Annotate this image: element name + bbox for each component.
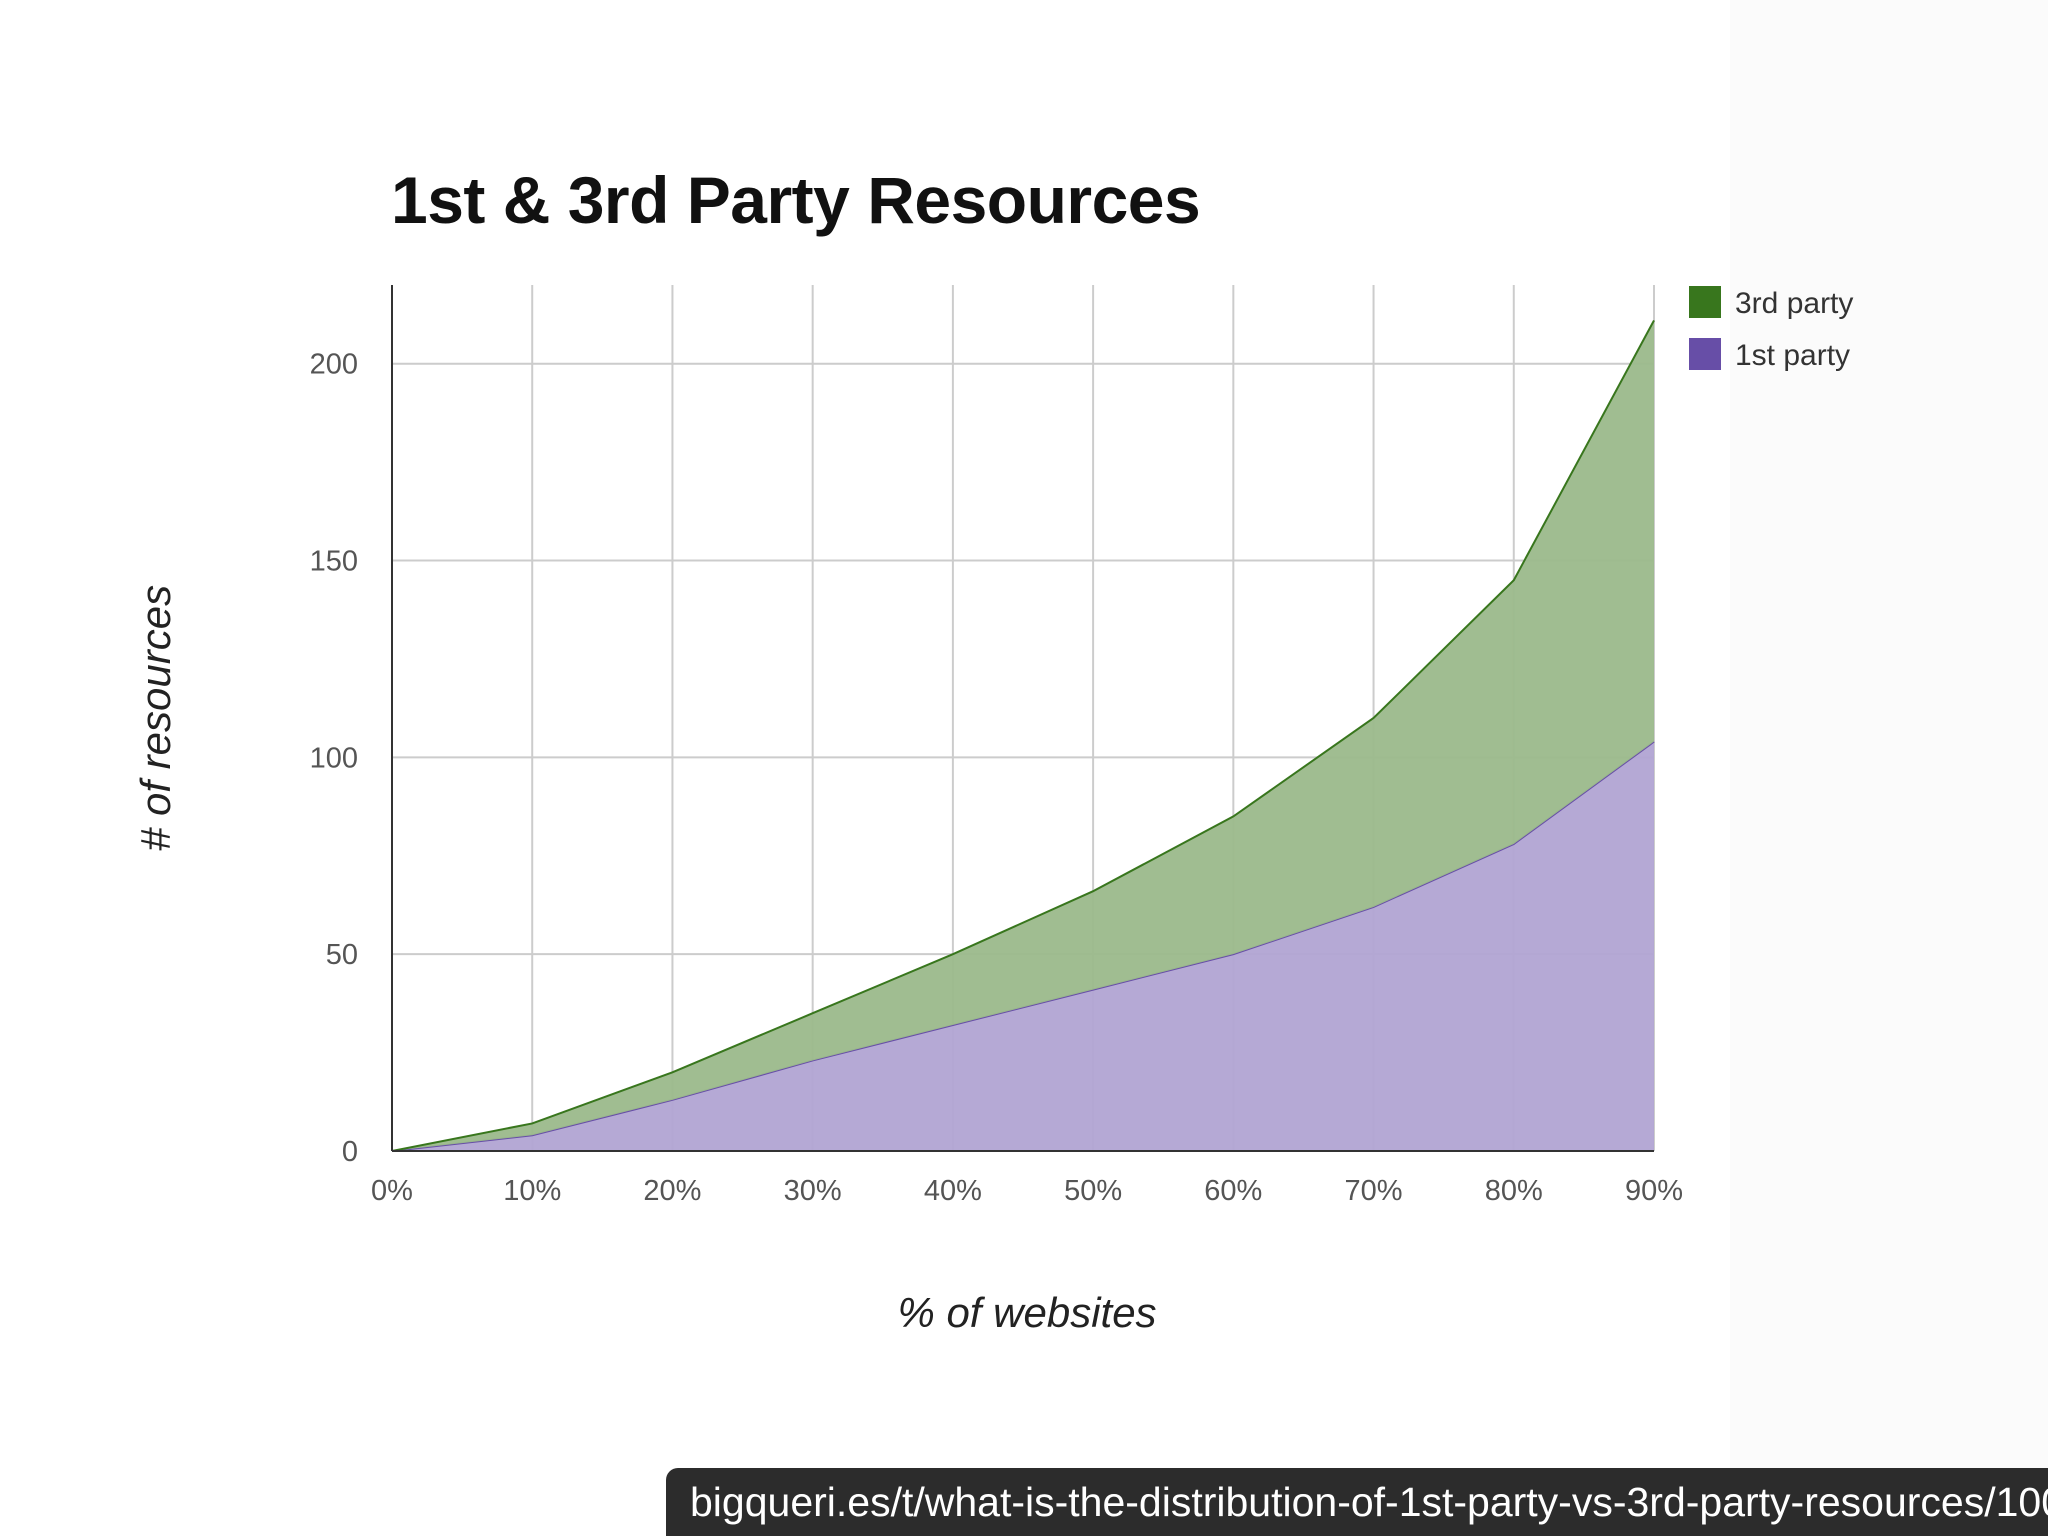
y-tick-label: 150 xyxy=(310,546,358,578)
stacked-areas xyxy=(391,319,1655,1152)
legend-label-1st-party: 1st party xyxy=(1735,339,1850,372)
x-tick-label: 90% xyxy=(1625,1175,1683,1207)
area-3rd-party xyxy=(392,320,1654,1152)
background-panel xyxy=(1730,0,2048,1536)
chart-title: 1st & 3rd Party Resources xyxy=(391,163,1201,237)
tick-labels: 0 50 100 150 200 0% 10% 20% 30% 40% 50% 60% 70% 80% 90… xyxy=(310,349,1683,1207)
source-url-link[interactable]: bigqueri.es/t/what-is-the-distribution-o… xyxy=(666,1468,2048,1536)
legend: 3rd party 1st party xyxy=(1689,286,1853,372)
legend-swatch-1st-party xyxy=(1689,338,1721,370)
x-axis-title: % of websites xyxy=(897,1289,1156,1336)
x-tick-label: 60% xyxy=(1204,1175,1262,1207)
y-tick-label: 0 xyxy=(342,1136,358,1168)
axes xyxy=(391,285,1654,1152)
x-tick-label: 30% xyxy=(784,1175,842,1207)
area-1st-party xyxy=(392,741,1654,1151)
x-tick-label: 10% xyxy=(503,1175,561,1207)
line-3rd-party xyxy=(391,319,1655,1152)
x-tick-label: 40% xyxy=(924,1175,982,1207)
x-tick-label: 50% xyxy=(1064,1175,1122,1207)
y-tick-label: 200 xyxy=(310,349,358,381)
y-tick-label: 100 xyxy=(310,742,358,774)
x-tick-label: 20% xyxy=(643,1175,701,1207)
y-axis-title: # of resources xyxy=(132,585,179,851)
legend-swatch-3rd-party xyxy=(1689,286,1721,318)
x-tick-label: 70% xyxy=(1345,1175,1403,1207)
legend-label-3rd-party: 3rd party xyxy=(1735,287,1853,320)
x-tick-label: 80% xyxy=(1485,1175,1543,1207)
y-tick-label: 50 xyxy=(326,939,358,971)
x-tick-label: 0% xyxy=(371,1175,413,1207)
